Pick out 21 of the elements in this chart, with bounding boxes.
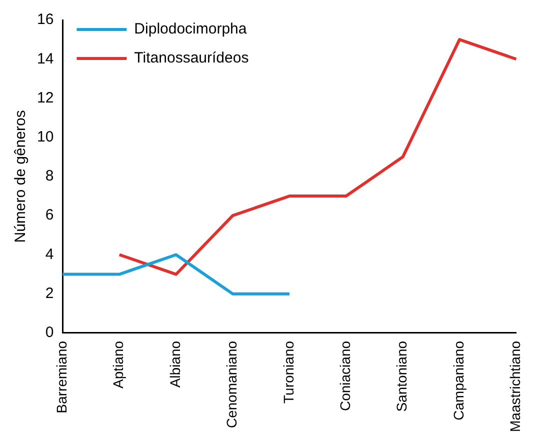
x-tick-label: Turoniano	[280, 340, 296, 404]
y-tick-label: 14	[36, 50, 54, 68]
y-tick-label: 10	[36, 128, 54, 146]
x-tick-label: Santoniano	[394, 340, 410, 412]
x-tick-label: Maastrichtiano	[507, 340, 524, 432]
y-tick-label: 12	[36, 89, 54, 106]
x-tick-label: Albiano	[166, 340, 183, 388]
y-tick-label: 8	[45, 168, 54, 185]
y-tick-label: 16	[36, 11, 54, 28]
x-tick-label: Cenomaniano	[224, 340, 240, 428]
y-tick-label: 2	[45, 284, 54, 302]
x-tick-label: Barremiano	[54, 340, 70, 414]
x-tick-label: Aptiano	[110, 340, 126, 388]
x-tick-label: Campaniano	[450, 340, 466, 420]
y-tick-label: 0	[45, 324, 54, 342]
legend-label: Titanossaurídeos	[134, 50, 249, 67]
x-tick-label: Coniaciano	[336, 340, 353, 412]
y-tick-label: 4	[45, 246, 54, 263]
y-tick-label: 6	[45, 206, 54, 224]
legend-label: Diplodocimorpha	[134, 20, 248, 38]
y-axis-title: Número de gêneros	[12, 110, 30, 243]
